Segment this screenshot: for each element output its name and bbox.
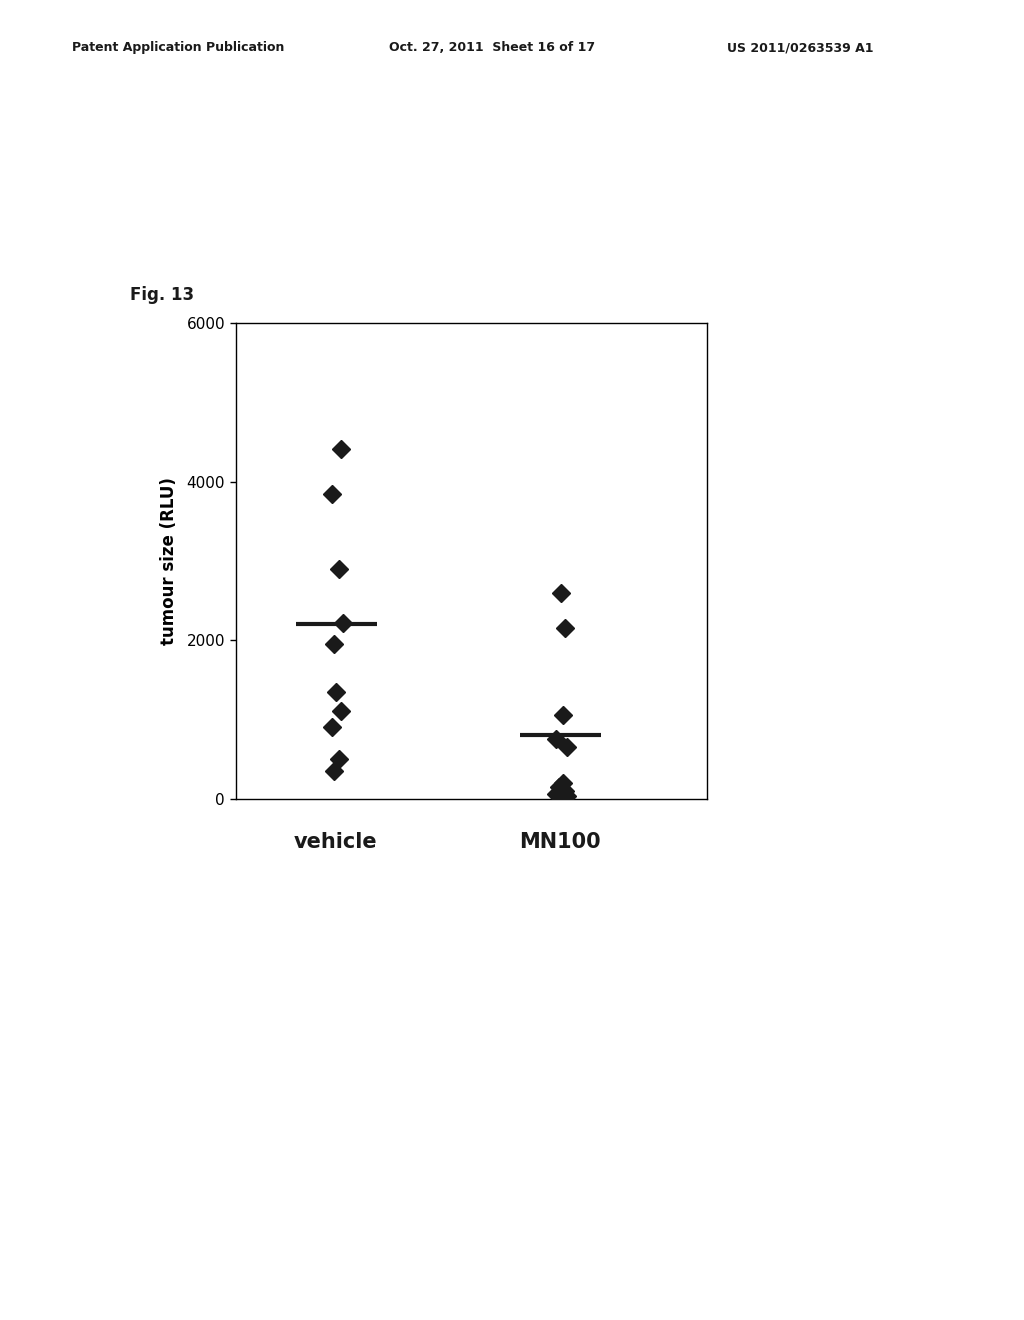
Text: vehicle: vehicle	[294, 832, 378, 851]
Text: Patent Application Publication: Patent Application Publication	[72, 41, 284, 54]
Text: US 2011/0263539 A1: US 2011/0263539 A1	[727, 41, 873, 54]
Text: Oct. 27, 2011  Sheet 16 of 17: Oct. 27, 2011 Sheet 16 of 17	[389, 41, 595, 54]
Y-axis label: tumour size (RLU): tumour size (RLU)	[160, 477, 178, 645]
Text: MN100: MN100	[519, 832, 601, 851]
Text: Fig. 13: Fig. 13	[130, 285, 195, 304]
